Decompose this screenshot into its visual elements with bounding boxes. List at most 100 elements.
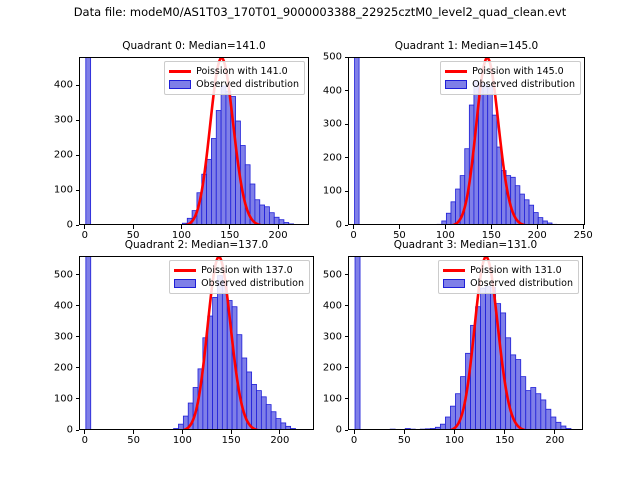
histogram-bar	[280, 422, 287, 429]
subplot-title: Quadrant 1: Median=145.0	[394, 40, 539, 52]
legend: Poission with 131.0 Observed distribution	[438, 260, 579, 294]
histogram-bar	[264, 206, 270, 224]
legend-label-poisson: Poission with 141.0	[196, 66, 288, 77]
legend-label-observed: Observed distribution	[470, 278, 573, 289]
x-tick-label: 50	[397, 435, 411, 446]
histogram-bar	[491, 114, 498, 224]
histogram-bar	[542, 220, 548, 224]
y-tick-mark	[75, 189, 79, 191]
y-tick-label: 100	[322, 185, 342, 197]
subplot-quadrant-3: Quadrant 3: Median=131.0 Poission with 13…	[348, 239, 583, 430]
histogram-bar	[215, 110, 222, 224]
y-tick-mark	[344, 224, 348, 226]
histogram-bar	[496, 146, 502, 224]
legend-patch-swatch-icon	[174, 279, 197, 288]
y-tick-mark	[75, 336, 79, 338]
x-tick-label: 50	[126, 230, 140, 241]
x-tick-mark	[180, 225, 182, 229]
histogram-bar	[269, 212, 275, 224]
histogram-bar	[409, 428, 416, 429]
y-tick-label: 400	[53, 300, 73, 312]
histogram-bar	[450, 201, 456, 224]
histogram-bar	[424, 428, 431, 429]
x-tick-label: 150	[481, 230, 501, 241]
legend-label-poisson: Poission with 145.0	[472, 66, 564, 77]
histogram-bar	[487, 86, 493, 224]
y-tick-label: 500	[53, 269, 73, 281]
legend-entry-observed: Observed distribution	[174, 277, 304, 290]
histogram-bar	[173, 428, 179, 429]
y-tick-mark	[344, 274, 348, 276]
legend-patch-swatch-icon	[445, 80, 468, 89]
y-tick-label: 200	[53, 362, 73, 374]
histogram-bar	[429, 428, 436, 429]
x-tick-label: 200	[270, 435, 290, 446]
legend-entry-observed: Observed distribution	[445, 78, 575, 91]
x-tick-mark	[490, 225, 492, 229]
histogram-bar	[533, 212, 539, 224]
y-tick-label: 100	[322, 393, 342, 405]
histogram-bar	[415, 429, 420, 430]
histogram-bar	[439, 423, 446, 429]
x-tick-mark	[403, 430, 405, 434]
histogram-bar	[354, 257, 361, 429]
legend-entry-observed: Observed distribution	[169, 78, 299, 91]
y-tick-mark	[344, 429, 348, 431]
y-tick-label: 200	[322, 362, 342, 374]
x-tick-label: 100	[444, 435, 464, 446]
histogram-bar	[182, 222, 188, 224]
y-tick-mark	[344, 398, 348, 400]
x-tick-mark	[504, 430, 506, 434]
histogram-bar	[445, 416, 451, 429]
legend-line-swatch-icon	[445, 70, 468, 73]
x-tick-mark	[230, 430, 232, 434]
histogram-bar	[545, 408, 552, 429]
x-tick-mark	[536, 225, 538, 229]
y-tick-mark	[75, 224, 79, 226]
histogram-bar	[551, 223, 558, 224]
legend-label-observed: Observed distribution	[196, 79, 299, 90]
x-tick-mark	[84, 430, 86, 434]
x-tick-label: 50	[127, 435, 140, 446]
legend-entry-poisson: Poission with 141.0	[169, 65, 299, 78]
histogram-bar	[389, 428, 396, 429]
y-tick-mark	[344, 56, 348, 58]
x-tick-mark	[84, 225, 86, 229]
y-tick-mark	[75, 398, 79, 400]
x-tick-mark	[181, 430, 183, 434]
histogram-bar	[395, 429, 400, 430]
subplot-quadrant-2: Quadrant 2: Median=137.0 Poission with 13…	[79, 239, 314, 430]
histogram-bar	[540, 399, 547, 429]
poisson-fit-line	[449, 257, 527, 429]
x-tick-label: 100	[172, 435, 192, 446]
y-tick-label: 300	[322, 118, 342, 130]
y-tick-mark	[75, 429, 79, 431]
histogram-bar	[288, 223, 294, 224]
x-tick-label: 250	[573, 230, 593, 241]
histogram-bar	[207, 315, 214, 429]
y-tick-label: 100	[53, 393, 73, 405]
histogram-bar	[290, 428, 296, 429]
legend-entry-observed: Observed distribution	[443, 277, 573, 290]
legend-line-swatch-icon	[443, 269, 466, 272]
x-tick-label: 200	[545, 435, 565, 446]
histogram-bar	[524, 199, 530, 224]
y-tick-label: 400	[322, 85, 342, 97]
poisson-fit-line	[452, 58, 526, 224]
poisson-fit-line	[182, 257, 259, 429]
x-tick-mark	[444, 225, 446, 229]
histogram-bar	[354, 58, 360, 224]
legend-label-poisson: Poission with 131.0	[470, 265, 562, 276]
x-tick-mark	[554, 430, 556, 434]
histogram-bar	[537, 217, 544, 224]
x-tick-label: 100	[435, 230, 455, 241]
x-tick-label: 0	[81, 230, 88, 241]
x-tick-label: 100	[171, 230, 191, 241]
plot-canvas	[85, 58, 294, 224]
y-tick-mark	[344, 123, 348, 125]
legend: Poission with 141.0 Observed distribution	[164, 61, 305, 95]
subplot-title: Quadrant 0: Median=141.0	[122, 40, 266, 52]
x-tick-mark	[133, 430, 134, 434]
histogram-bar	[206, 159, 212, 224]
